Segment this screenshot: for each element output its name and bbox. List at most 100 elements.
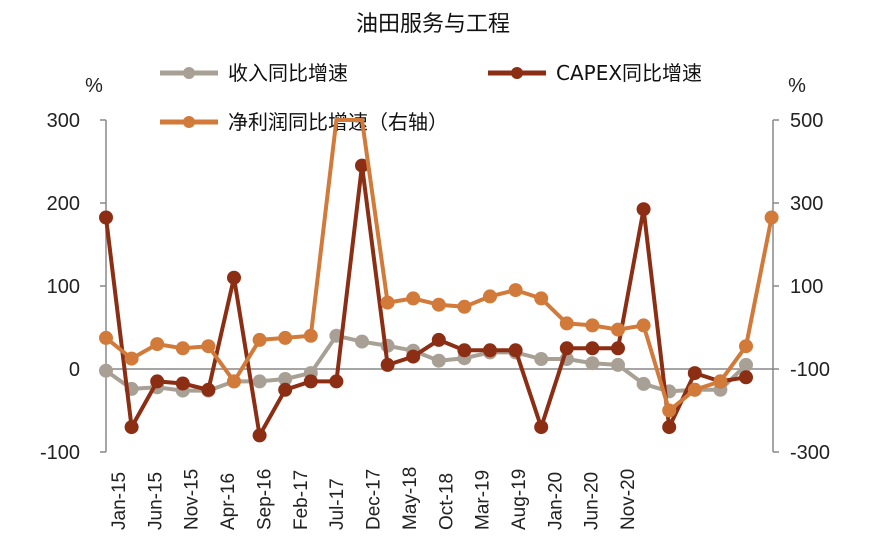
x-tick-label: Aug-19	[509, 469, 530, 530]
series-1-point	[559, 341, 574, 356]
axes	[105, 120, 774, 452]
legend-label-revenue: 收入同比增速	[228, 61, 348, 85]
x-tick-label: Jan-20	[545, 472, 566, 530]
series-1-point	[175, 376, 190, 391]
series-1-point	[483, 343, 497, 358]
series-1-point	[278, 382, 293, 397]
series-2-point	[534, 291, 549, 306]
series-1-point	[534, 420, 549, 435]
x-tick-label: Mar-19	[473, 470, 494, 530]
series-0-point	[252, 374, 267, 389]
series-2-point	[252, 332, 267, 347]
left-tick-label: -100	[40, 442, 80, 464]
series-2-point	[303, 328, 318, 343]
right-axis-unit: %	[788, 75, 806, 97]
x-tick-label: Jun-15	[145, 472, 166, 530]
series-2-point	[559, 316, 574, 331]
series-1-point	[380, 357, 395, 372]
series-1-point	[687, 366, 702, 381]
right-axis-ticks: 500 300 100 -100 -300	[773, 110, 830, 464]
series-2-point	[764, 210, 779, 225]
series-2-point	[585, 318, 600, 333]
legend-item-net-profit: 净利润同比增速（右轴）	[160, 110, 448, 134]
x-tick-label: Jul-17	[327, 478, 348, 530]
left-tick-label: 100	[47, 276, 80, 298]
series-2-point	[175, 341, 190, 356]
right-tick-label: 300	[790, 193, 823, 215]
series-line-1	[104, 163, 747, 438]
series-1-point	[406, 349, 421, 364]
series-1-point	[457, 343, 472, 358]
series-1-point	[611, 341, 625, 356]
series-0-point	[355, 334, 369, 349]
x-tick-label: Sep-16	[254, 469, 275, 530]
left-tick-label: 0	[69, 359, 80, 381]
series-0-point	[636, 376, 651, 391]
legend: 收入同比增速 CAPEX同比增速 净利润同比增速（右轴）	[160, 61, 702, 134]
series-2-point	[483, 289, 497, 304]
series-2-point	[431, 297, 446, 312]
x-tick-label: Oct-18	[436, 473, 457, 530]
series-1-point	[585, 341, 600, 356]
series-2-point	[227, 374, 241, 389]
series-0-point	[99, 363, 113, 378]
series-2-point	[636, 318, 651, 333]
x-axis-ticks: Jan-15 Jun-15 Nov-15 Apr-16 Sep-16 Feb-17 Jul-…	[109, 467, 639, 530]
series-1-point	[739, 370, 753, 385]
x-tick-label: Apr-16	[218, 473, 239, 530]
legend-label-capex: CAPEX同比增速	[556, 61, 702, 85]
x-tick-label: May-18	[400, 467, 421, 530]
series-2-point	[508, 283, 523, 298]
series-2-point	[687, 382, 702, 397]
series-2-point	[150, 337, 165, 352]
series-2-point	[99, 330, 113, 345]
right-tick-label: 500	[790, 110, 823, 132]
left-axis-unit: %	[85, 75, 103, 97]
x-tick-label: Nov-20	[618, 469, 639, 530]
series-0-point	[739, 357, 753, 372]
series-1-point	[662, 420, 677, 435]
series-1-point	[150, 374, 165, 389]
x-tick-label: Jun-20	[582, 472, 603, 530]
legend-item-capex: CAPEX同比增速	[488, 61, 702, 85]
series-1-point	[201, 382, 216, 397]
series-0-point	[585, 356, 600, 371]
series-2-point	[124, 351, 139, 366]
series-2-point	[611, 322, 625, 337]
series-1-point	[636, 202, 651, 217]
series-2-point	[406, 291, 421, 306]
series-1-point	[227, 270, 241, 285]
series-1-point	[355, 158, 369, 173]
series-0-point	[611, 357, 625, 372]
right-tick-label: -100	[790, 359, 830, 381]
series-0-point	[431, 353, 446, 368]
series-0-point	[534, 352, 549, 366]
series-2-point	[713, 374, 728, 389]
series-1-point	[124, 420, 139, 435]
series-1-point	[329, 374, 344, 389]
x-tick-label: Nov-15	[182, 469, 203, 530]
series-0-point	[278, 372, 293, 386]
series-1-point	[431, 332, 446, 347]
x-tick-label: Feb-17	[291, 470, 312, 530]
left-tick-label: 200	[47, 193, 80, 215]
x-tick-label: Dec-17	[364, 469, 385, 530]
series-2-point	[739, 339, 753, 354]
left-axis-ticks: 300 200 100 0 -100	[40, 110, 106, 464]
left-tick-label: 300	[47, 110, 80, 132]
series-2-point	[662, 403, 677, 418]
series-2-point	[278, 330, 293, 345]
series-layer	[99, 118, 779, 443]
series-2-point	[201, 339, 216, 354]
x-tick-label: Jan-15	[109, 472, 130, 530]
chart-title: 油田服务与工程	[356, 12, 510, 37]
series-2-point	[457, 299, 472, 314]
series-1-point	[99, 210, 113, 225]
series-2-point	[380, 295, 395, 310]
right-tick-label: -300	[790, 442, 830, 464]
legend-item-revenue: 收入同比增速	[160, 61, 348, 85]
series-1-point	[252, 428, 267, 443]
series-1-point	[303, 374, 318, 389]
series-1-point	[508, 343, 523, 358]
